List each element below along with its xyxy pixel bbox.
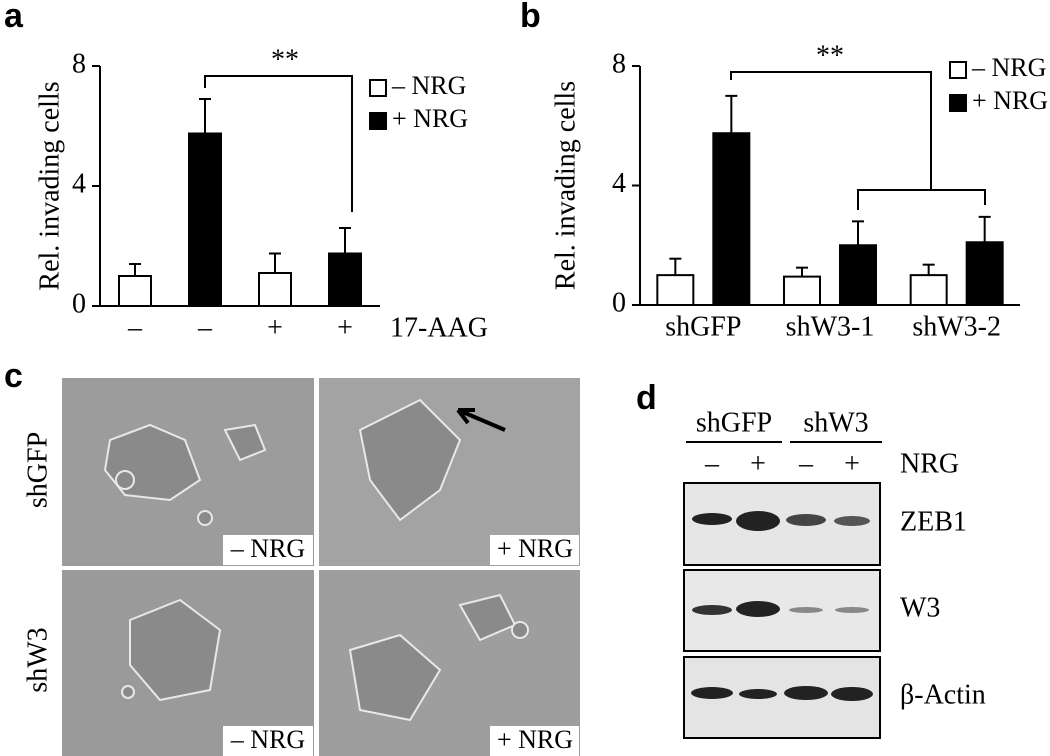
x-tick-label: shGFP bbox=[665, 311, 741, 342]
bar bbox=[328, 252, 362, 307]
treatment: + bbox=[750, 448, 766, 479]
bar bbox=[656, 274, 695, 306]
panel-label: c bbox=[4, 357, 23, 395]
legend-swatch bbox=[949, 94, 967, 112]
image-label: + NRG bbox=[497, 725, 573, 754]
bar bbox=[118, 275, 152, 307]
bar bbox=[188, 132, 222, 307]
y-tick-label: 8 bbox=[612, 48, 626, 79]
y-tick-label: 0 bbox=[72, 288, 86, 319]
annotation: ** bbox=[816, 40, 844, 71]
treatment-label: NRG bbox=[900, 448, 959, 479]
panel-label: d bbox=[636, 379, 657, 417]
treatment: – bbox=[798, 448, 814, 479]
row-label: shGFP bbox=[22, 432, 53, 508]
image-label: + NRG bbox=[497, 534, 573, 563]
y-tick-label: 4 bbox=[72, 168, 86, 199]
x-tick-label: shW3-1 bbox=[786, 311, 875, 342]
micrograph-grid bbox=[62, 378, 580, 756]
bar bbox=[712, 132, 751, 306]
x-axis-label: 17-AAG bbox=[390, 312, 488, 343]
legend-label: – NRG bbox=[391, 71, 466, 100]
image-label: – NRG bbox=[230, 725, 305, 754]
y-tick-label: 8 bbox=[72, 48, 86, 79]
blot-label: W3 bbox=[900, 592, 940, 623]
legend-label: + NRG bbox=[972, 86, 1048, 115]
blot-label: ZEB1 bbox=[900, 506, 967, 537]
x-tick-label: + bbox=[267, 312, 283, 343]
significance-bracket bbox=[204, 75, 353, 212]
y-axis-label: Rel. invading cells bbox=[34, 81, 65, 290]
treatment: – bbox=[704, 448, 720, 479]
row-label: shW3 bbox=[22, 627, 53, 692]
panel-label: b bbox=[520, 0, 541, 35]
legend-swatch bbox=[949, 61, 967, 79]
y-tick-label: 0 bbox=[612, 287, 626, 318]
y-axis-label: Rel. invading cells bbox=[550, 81, 581, 290]
bar bbox=[783, 275, 821, 306]
x-tick-label: + bbox=[337, 312, 353, 343]
legend-label: – NRG bbox=[971, 53, 1046, 82]
legend-swatch bbox=[369, 79, 387, 97]
bar bbox=[909, 274, 948, 306]
x-tick-label: shW3-2 bbox=[912, 311, 1001, 342]
legend-label: + NRG bbox=[392, 104, 468, 133]
significance-bracket bbox=[730, 71, 986, 210]
group-label: shGFP bbox=[696, 407, 772, 438]
legend-swatch bbox=[369, 112, 387, 130]
annotation: ** bbox=[271, 44, 299, 75]
y-tick-label: 4 bbox=[612, 168, 626, 199]
x-tick-label: – bbox=[197, 312, 213, 343]
bar bbox=[258, 272, 292, 307]
x-tick-label: – bbox=[127, 312, 143, 343]
micrograph bbox=[319, 378, 580, 566]
bands bbox=[691, 511, 873, 701]
bar bbox=[965, 241, 1004, 306]
bar bbox=[839, 244, 877, 306]
blot-label: β-Actin bbox=[900, 679, 986, 710]
treatment: + bbox=[844, 448, 860, 479]
panel-label: a bbox=[4, 0, 24, 35]
group-label: shW3 bbox=[803, 407, 868, 438]
image-label: – NRG bbox=[230, 534, 305, 563]
